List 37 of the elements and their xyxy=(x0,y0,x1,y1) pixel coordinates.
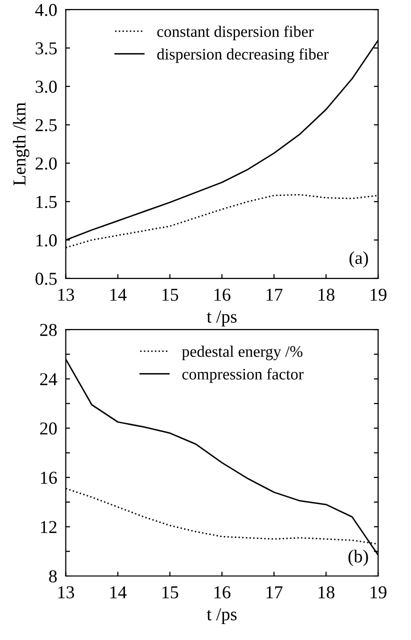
x-tick-label: 13 xyxy=(58,288,74,301)
x-tick-label: 16 xyxy=(214,586,230,598)
y-tick-label: 2.0 xyxy=(36,157,57,170)
y-tick-label: 3.0 xyxy=(36,80,57,93)
y-tick-label: 0.5 xyxy=(36,272,57,285)
x-axis-title: t /ps xyxy=(206,310,237,326)
annotation: (b) xyxy=(348,550,368,566)
y-tick-label: 16 xyxy=(40,472,57,484)
y-tick-label: 28 xyxy=(40,324,57,336)
legend-label: compression factor xyxy=(182,368,304,383)
y-tick-label: 4.0 xyxy=(35,4,57,16)
y-tick-label: 8 xyxy=(49,570,57,582)
x-tick-label: 15 xyxy=(162,288,178,301)
legend-label: constant dispersion fiber xyxy=(157,26,314,40)
x-tick-label: 16 xyxy=(214,288,230,301)
x-tick-label: 19 xyxy=(370,288,386,301)
y-tick-label: 2.5 xyxy=(36,119,57,132)
x-tick-label: 14 xyxy=(110,288,127,301)
y-tick-label: 12 xyxy=(40,521,56,533)
x-tick-label: 18 xyxy=(318,586,334,598)
x-axis-title: t /ps xyxy=(206,608,237,624)
y-axis-title: Length /km xyxy=(12,102,30,186)
x-tick-label: 14 xyxy=(110,586,127,598)
x-tick-label: 15 xyxy=(162,586,178,598)
x-tick-label: 17 xyxy=(266,586,283,598)
annotation: (a) xyxy=(350,251,368,268)
x-tick-label: 18 xyxy=(318,288,334,301)
y-tick-label: 20 xyxy=(40,422,57,435)
legend-label: pedestal energy /% xyxy=(182,346,302,360)
x-tick-label: 17 xyxy=(266,288,283,301)
legend-label: dispersion decreasing fiber xyxy=(157,48,329,63)
y-tick-label: 1.0 xyxy=(36,234,57,247)
y-tick-label: 1.5 xyxy=(36,196,57,208)
x-tick-label: 13 xyxy=(58,586,74,598)
y-tick-label: 3.5 xyxy=(36,42,57,55)
x-tick-label: 19 xyxy=(370,586,386,598)
y-tick-label: 24 xyxy=(40,373,58,386)
